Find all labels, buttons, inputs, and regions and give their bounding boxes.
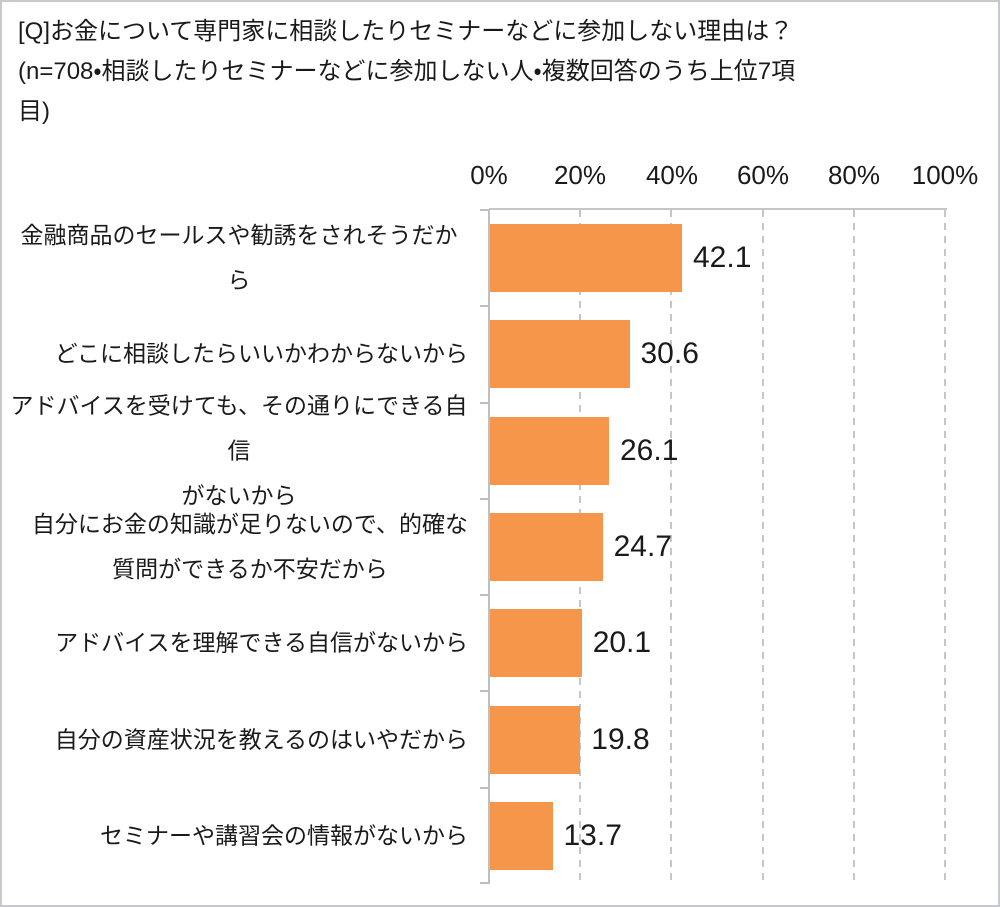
bar-group: 26.1 xyxy=(490,403,1000,499)
x-tick-label-40: 40% xyxy=(645,160,699,190)
bar-row: どこに相談したらいいかわからないから 30.6 xyxy=(2,306,1000,402)
category-label: どこに相談したらいいかわからないから xyxy=(54,340,468,367)
axis-tick-mark xyxy=(480,690,489,692)
bar-group: 13.7 xyxy=(490,788,1000,884)
bar xyxy=(490,801,553,870)
x-tick-label-60: 60% xyxy=(736,160,790,190)
x-tick-label-80: 80% xyxy=(827,160,881,190)
x-tick-label-20: 20% xyxy=(553,160,607,190)
gridline-40 xyxy=(670,210,672,884)
bar-group: 19.8 xyxy=(490,691,1000,787)
bar xyxy=(490,224,682,293)
bar xyxy=(490,512,603,581)
chart-title: [Q]お金について専門家に相談したりセミナーなどに参加しない理由は？ (n=70… xyxy=(18,18,796,125)
category-label: 金融商品のセールスや勧誘をされそうだから xyxy=(20,222,458,294)
axis-tick-mark xyxy=(480,305,489,307)
value-label: 19.8 xyxy=(591,722,650,756)
value-label: 24.7 xyxy=(613,529,672,563)
bar-row: 自分にお金の知識が足りないので、的確な 質問ができるか不安だから 24.7 xyxy=(2,499,1000,595)
category-axis-line xyxy=(488,210,490,884)
bar xyxy=(490,705,581,774)
value-label: 42.1 xyxy=(693,241,752,275)
category-label: セミナーや講習会の情報がないから xyxy=(100,822,468,849)
gridline-100 xyxy=(944,210,946,884)
bar-group: 20.1 xyxy=(490,595,1000,691)
bar xyxy=(490,416,609,485)
bar-row: アドバイスを理解できる自信がないから 20.1 xyxy=(2,595,1000,691)
value-label: 30.6 xyxy=(640,337,699,371)
gridline-80 xyxy=(853,210,855,884)
bar-row: 金融商品のセールスや勧誘をされそうだから 42.1 xyxy=(2,210,1000,306)
category-label: 自分にお金の知識が足りないので、的確な 質問ができるか不安だから xyxy=(31,510,468,582)
value-label: 13.7 xyxy=(563,818,622,852)
axis-tick-mark xyxy=(480,402,489,404)
plot-area-top-border xyxy=(489,208,947,210)
plot-area: 金融商品のセールスや勧誘をされそうだから 42.1 どこに相談したらいいかわから… xyxy=(2,210,1000,884)
category-label: アドバイスを受けても、その通りにできる自信 がないから xyxy=(10,392,468,509)
x-axis: 0% 20% 40% 60% 80% 100% xyxy=(2,160,1000,190)
x-tick-label-100: 100% xyxy=(911,160,979,190)
bar xyxy=(490,609,582,678)
bar-group: 42.1 xyxy=(490,210,1000,306)
bar-group: 24.7 xyxy=(490,499,1000,595)
axis-tick-mark xyxy=(480,209,489,211)
category-label: アドバイスを理解できる自信がないから xyxy=(55,629,468,656)
axis-tick-mark xyxy=(480,882,489,884)
value-label: 20.1 xyxy=(592,626,652,660)
gridline-60 xyxy=(762,210,764,884)
axis-tick-mark xyxy=(480,498,489,500)
value-label: 26.1 xyxy=(620,433,679,467)
bar-row: セミナーや講習会の情報がないから 13.7 xyxy=(2,788,1000,884)
category-label: 自分の資産状況を教えるのはいやだから xyxy=(54,726,468,753)
bar-row: 自分の資産状況を教えるのはいやだから 19.8 xyxy=(2,691,1000,787)
x-tick-label-0: 0% xyxy=(470,160,508,190)
axis-tick-mark xyxy=(480,594,489,596)
bar-group: 30.6 xyxy=(490,306,1000,402)
bar xyxy=(490,320,630,389)
bar-row: アドバイスを受けても、その通りにできる自信 がないから 26.1 xyxy=(2,392,1000,508)
axis-tick-mark xyxy=(480,787,489,789)
